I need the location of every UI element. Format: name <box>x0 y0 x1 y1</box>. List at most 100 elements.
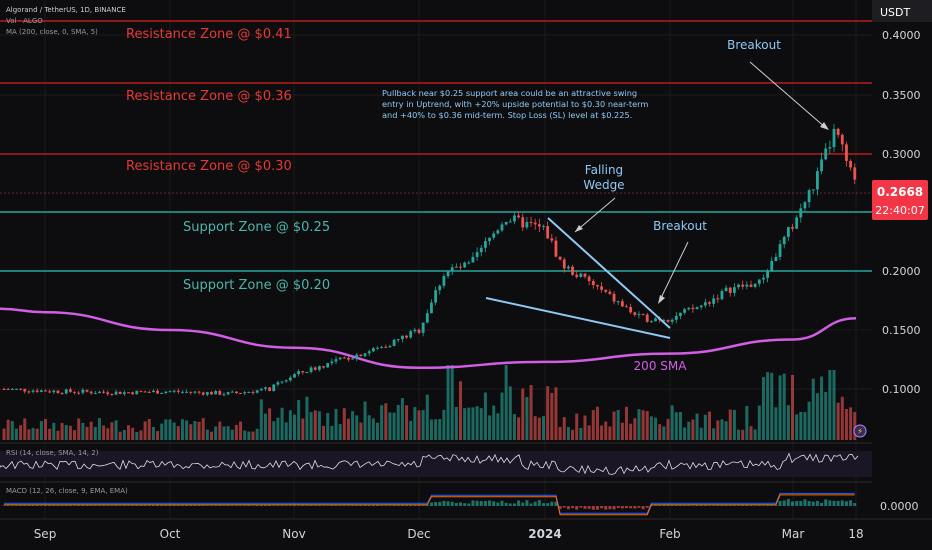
x-tick-label: Oct <box>160 527 181 541</box>
candle-body <box>770 260 774 272</box>
candle-body <box>417 329 421 333</box>
macd-hist-bar <box>110 505 114 506</box>
macd-hist-bar <box>525 500 529 506</box>
candle-body <box>795 217 799 229</box>
volume-bar <box>27 429 31 440</box>
candle-body <box>766 271 769 278</box>
volume-bar <box>662 426 666 440</box>
macd-hist-bar <box>678 504 682 506</box>
candle-body <box>181 391 184 393</box>
macd-hist-bar <box>554 501 558 506</box>
macd-hist-bar <box>587 506 591 509</box>
candle-body <box>197 391 201 393</box>
volume-bar <box>301 418 305 440</box>
candle-body <box>430 302 433 314</box>
macd-hist-bar <box>421 505 425 506</box>
macd-hist-bar <box>786 499 790 506</box>
macd-hist-bar <box>147 505 151 506</box>
candle-body <box>305 371 309 373</box>
macd-hist-bar <box>616 506 620 508</box>
candle-body <box>48 391 52 393</box>
x-tick-label: Sep <box>34 527 57 541</box>
rsi-line <box>0 452 859 475</box>
lightning-icon[interactable] <box>853 424 867 438</box>
candle-body <box>849 160 852 168</box>
candle-body <box>264 387 267 389</box>
volume-bar <box>504 365 508 440</box>
falling-wedge-label-2: Wedge <box>583 178 624 192</box>
candle-body <box>27 391 31 393</box>
candle-body <box>405 335 408 338</box>
macd-hist-bar <box>849 500 853 506</box>
candle-body <box>222 394 226 396</box>
candle-body <box>807 190 811 203</box>
macd-axis-label: 0.0000 <box>880 500 919 513</box>
breakout-arrowhead-1 <box>658 295 665 304</box>
volume-bar <box>799 411 803 440</box>
y-tick-label: 0.1000 <box>882 383 921 396</box>
candle-body <box>334 359 338 362</box>
candle-body <box>479 247 483 253</box>
macd-hist-bar <box>127 505 130 506</box>
macd-hist-bar <box>496 502 500 506</box>
candle-body <box>616 301 620 303</box>
currency-label: USDT <box>880 6 911 19</box>
candle-body <box>454 266 458 268</box>
macd-hist-bar <box>218 504 222 506</box>
currency-box[interactable] <box>872 0 932 22</box>
volume-bar <box>147 418 151 440</box>
volume-bar <box>421 410 425 440</box>
macd-hist-bar <box>93 505 97 506</box>
volume-bar <box>658 424 662 440</box>
candle-body <box>15 388 18 390</box>
volume-bar <box>778 375 782 440</box>
volume-bar <box>774 407 778 440</box>
macd-hist-bar <box>317 504 321 506</box>
candle-body <box>388 346 392 348</box>
volume-bar <box>496 413 500 440</box>
macd-hist-bar <box>753 505 757 506</box>
volume-bar <box>93 426 97 440</box>
macd-hist-bar <box>637 506 641 508</box>
candle-body <box>413 329 417 332</box>
breakout-label-1: Breakout <box>653 219 707 233</box>
volume-bar <box>753 429 757 440</box>
macd-hist-bar <box>338 505 342 506</box>
volume-bar <box>442 409 446 440</box>
macd-hist-bar <box>201 504 205 506</box>
volume-bar <box>512 414 516 440</box>
volume-bar <box>201 418 205 440</box>
candle-body <box>537 224 541 227</box>
macd-hist-bar <box>19 504 23 506</box>
candle-body <box>679 312 682 316</box>
macd-histogram <box>2 499 857 510</box>
candle-body <box>733 287 736 293</box>
macd-hist-bar <box>799 500 803 506</box>
macd-hist-bar <box>247 504 251 506</box>
candle-body <box>687 307 691 310</box>
volume-bar <box>583 415 587 440</box>
candle-body <box>724 287 728 292</box>
volume-bar <box>313 410 317 440</box>
volume-bar <box>795 414 799 440</box>
candle-body <box>508 221 512 223</box>
sma-200-line <box>0 307 857 370</box>
candle-body <box>131 392 135 395</box>
macd-hist-bar <box>73 505 77 506</box>
macd-hist-bar <box>263 504 267 506</box>
macd-hist-bar <box>508 503 512 506</box>
candle-body <box>836 128 840 135</box>
volume-bar <box>546 386 550 440</box>
price-axis[interactable] <box>872 0 932 550</box>
volume-bar <box>832 370 836 440</box>
price-badge <box>872 180 928 220</box>
candle-body <box>342 357 346 359</box>
candle-body <box>571 266 574 275</box>
macd-hist-bar <box>774 505 778 506</box>
volume-bar <box>14 428 18 440</box>
volume-bar <box>23 418 27 440</box>
volume-bar <box>400 398 404 440</box>
candle-body <box>737 284 740 288</box>
candle-body <box>446 270 450 277</box>
